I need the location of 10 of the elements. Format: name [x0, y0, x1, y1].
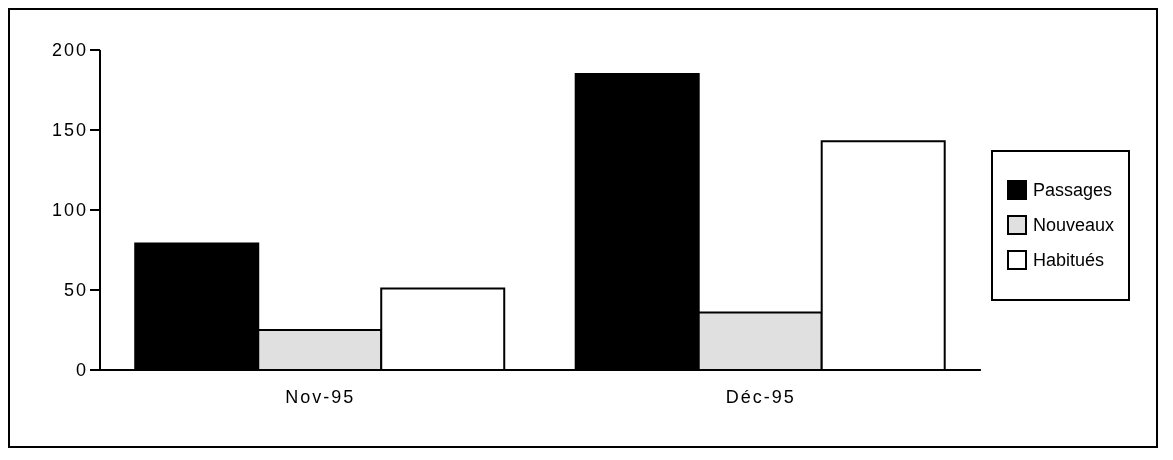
- x-tick-label: Nov-95: [285, 386, 356, 407]
- legend-label: Habitués: [1032, 249, 1104, 271]
- y-tick-label: 200: [51, 40, 88, 61]
- legend-label: Passages: [1032, 179, 1112, 201]
- y-tick-label: 150: [51, 120, 88, 141]
- legend-label: Nouveaux: [1032, 214, 1114, 236]
- x-tick-label: Déc-95: [725, 386, 796, 407]
- y-tick-label: 50: [63, 280, 88, 301]
- y-tick-label: 0: [75, 360, 88, 381]
- y-tick-label: 100: [51, 200, 88, 221]
